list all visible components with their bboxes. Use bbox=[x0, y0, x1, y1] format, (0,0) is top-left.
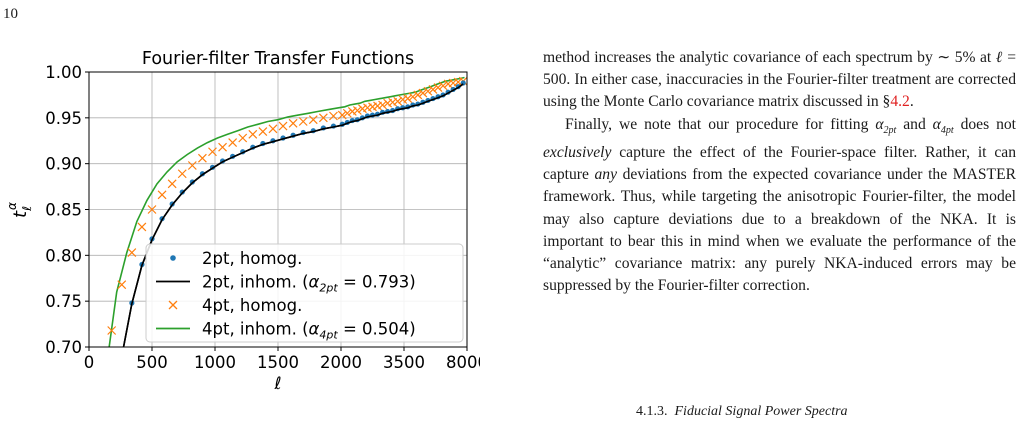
subsection-number: 4.1.3. bbox=[636, 404, 668, 419]
legend-label: 4pt, inhom. (α4pt = 0.504) bbox=[202, 320, 416, 342]
data-point-x bbox=[423, 86, 433, 96]
p1-text-3: . bbox=[909, 93, 914, 111]
data-point-x bbox=[378, 100, 388, 110]
alpha-symbol: α bbox=[932, 115, 941, 133]
data-point-x bbox=[298, 117, 308, 126]
y-tick-label: 0.80 bbox=[45, 246, 82, 265]
series-line-top bbox=[122, 83, 464, 347]
data-point-x bbox=[147, 205, 157, 214]
data-point-x bbox=[127, 248, 137, 258]
x-tick-label: 1500 bbox=[257, 353, 299, 372]
data-point-x bbox=[318, 113, 328, 123]
p2-emphasis-1: exclusively bbox=[543, 143, 612, 161]
alpha-2pt-subscript: 2pt bbox=[883, 124, 897, 136]
data-point-x bbox=[308, 115, 318, 125]
data-point-x bbox=[187, 161, 197, 170]
data-point-x bbox=[393, 96, 403, 106]
p2-emphasis-2: any bbox=[594, 166, 617, 184]
p2-text-1: Finally, we note that our procedure for … bbox=[565, 115, 876, 133]
data-point-x bbox=[337, 110, 347, 120]
subsection-heading: 4.1.3. Fiducial Signal Power Spectra bbox=[636, 404, 848, 420]
data-point-x bbox=[329, 111, 338, 121]
x-tick-label: 1000 bbox=[194, 353, 236, 372]
legend-swatch bbox=[168, 300, 178, 310]
paragraph-2: Finally, we note that our procedure for … bbox=[543, 114, 1016, 298]
x-axis-label: ℓ bbox=[273, 374, 281, 394]
data-point-x bbox=[288, 118, 298, 128]
data-point-x bbox=[107, 326, 117, 335]
data-point bbox=[119, 352, 124, 357]
alpha-symbol: α bbox=[875, 115, 884, 133]
data-point-x bbox=[228, 138, 238, 148]
page-number: 10 bbox=[3, 6, 18, 22]
data-point-x bbox=[428, 84, 438, 94]
subsection-title: Fiducial Signal Power Spectra bbox=[674, 404, 848, 419]
data-point-x bbox=[342, 108, 352, 118]
x-tick-label: 0 bbox=[84, 353, 95, 372]
y-axis-label: tℓα bbox=[5, 202, 34, 218]
legend-label: 2pt, homog. bbox=[202, 249, 302, 268]
y-tick-label: 0.95 bbox=[45, 109, 82, 128]
x-tick-label: 500 bbox=[136, 353, 168, 372]
data-point-x bbox=[238, 133, 248, 143]
data-point-x bbox=[167, 179, 177, 189]
data-point-x bbox=[258, 127, 268, 137]
data-point-x bbox=[438, 81, 448, 91]
p1-ell: ℓ bbox=[995, 49, 1003, 66]
data-point-x bbox=[413, 90, 423, 100]
legend-swatch bbox=[170, 255, 176, 261]
p2-text-5: deviations from the expected covariance … bbox=[543, 166, 1016, 295]
p1-text-1: method increases the analytic covariance… bbox=[543, 49, 996, 66]
data-point-x bbox=[268, 124, 278, 134]
legend: 2pt, homog.2pt, inhom. (α2pt = 0.793)4pt… bbox=[145, 243, 464, 343]
y-tick-label: 1.00 bbox=[45, 63, 82, 82]
y-tick-label: 0.85 bbox=[45, 201, 82, 220]
data-point-x bbox=[408, 92, 418, 102]
data-point-x bbox=[218, 142, 227, 152]
data-point-x bbox=[352, 106, 362, 115]
x-tick-label: 8000 bbox=[446, 353, 480, 372]
alpha-4pt-subscript: 4pt bbox=[940, 124, 954, 136]
paragraph-1: method increases the analytic covariance… bbox=[543, 47, 1016, 114]
section-ref-link[interactable]: 4.2 bbox=[890, 93, 910, 111]
transfer-function-chart: Fourier-filter Transfer Functions 0.700.… bbox=[5, 49, 480, 394]
x-tick-label: 3500 bbox=[383, 353, 425, 372]
data-point-x bbox=[157, 190, 167, 200]
p2-text-2: and bbox=[896, 115, 933, 133]
p2-text-4: capture the effect of the Fourier-space … bbox=[543, 143, 1016, 184]
legend-box bbox=[145, 243, 464, 343]
y-tick-label: 0.70 bbox=[45, 338, 82, 357]
data-point-x bbox=[278, 121, 288, 131]
data-point-x bbox=[117, 280, 127, 290]
data-point-x bbox=[177, 169, 187, 179]
data-point-x bbox=[208, 147, 217, 157]
y-ticks: 0.70 0.75 0.80 0.85 0.90 0.95 1.00 bbox=[45, 63, 89, 357]
p1-text-2: = 500. In either case, inaccuracies in t… bbox=[543, 49, 1016, 111]
data-point-x bbox=[403, 94, 413, 104]
data-point-x bbox=[418, 88, 428, 98]
p2-text-3: does not bbox=[953, 115, 1017, 133]
data-point-x bbox=[248, 129, 258, 139]
x-tick-label: 2000 bbox=[320, 353, 362, 372]
legend-label: 4pt, homog. bbox=[202, 296, 302, 315]
p2-alpha-4pt: α4pt bbox=[932, 115, 954, 136]
series-layer bbox=[107, 76, 467, 357]
body-text-column: method increases the analytic covariance… bbox=[543, 47, 1016, 297]
p2-alpha-2pt: α2pt bbox=[875, 115, 897, 136]
x-ticks: 0 500 1000 1500 2000 3500 8000 bbox=[84, 347, 480, 372]
data-point-x bbox=[197, 153, 207, 163]
data-point-x bbox=[433, 83, 443, 93]
y-tick-label: 0.90 bbox=[45, 155, 82, 174]
legend-label: 2pt, inhom. (α2pt = 0.793) bbox=[202, 273, 416, 295]
chart-title: Fourier-filter Transfer Functions bbox=[142, 49, 414, 69]
y-tick-label: 0.75 bbox=[45, 292, 82, 311]
data-point-x bbox=[137, 222, 147, 232]
